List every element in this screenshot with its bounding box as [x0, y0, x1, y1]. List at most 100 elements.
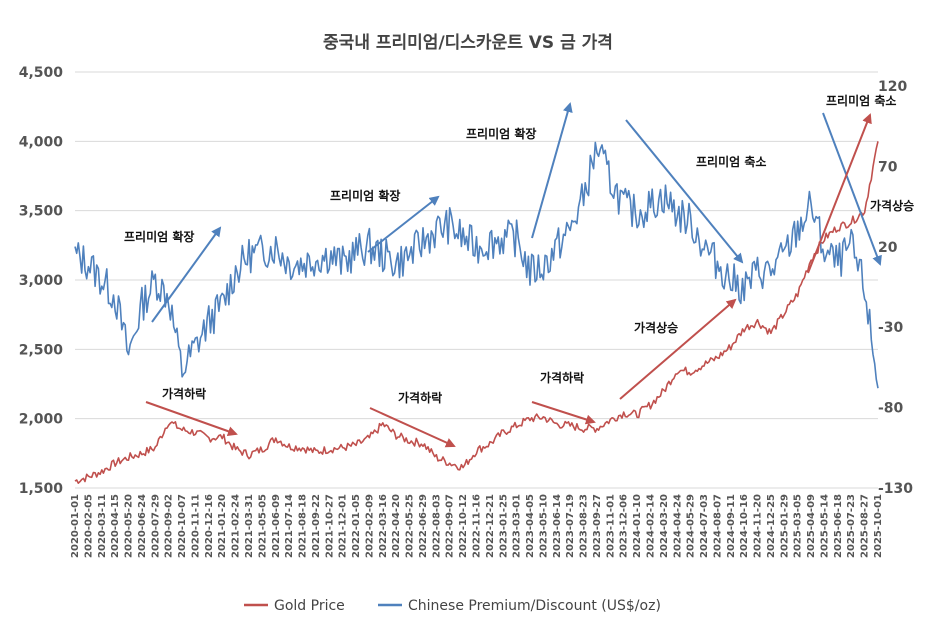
- legend: Gold Price Chinese Premium/Discount (US$…: [244, 598, 661, 614]
- x-tick-label: 2023-03-01: [512, 494, 523, 558]
- x-tick-label: 2020-03-11: [97, 494, 108, 558]
- premium-trend-arrow: [531, 102, 573, 239]
- annotation-label: 프리미엄 축소: [696, 154, 766, 169]
- x-tick-label: 2022-01-05: [351, 494, 362, 558]
- x-tick-label: 2024-05-29: [686, 494, 697, 558]
- premium-discount-line: [74, 141, 879, 389]
- x-tick-label: 2025-07-23: [846, 494, 857, 558]
- x-tick-label: 2020-12-16: [204, 494, 215, 558]
- x-tick-label: 2024-10-16: [739, 494, 750, 558]
- left-tick-label: 2,000: [19, 412, 64, 428]
- x-tick-label: 2024-12-25: [766, 494, 777, 558]
- x-tick-label: 2020-01-01: [70, 494, 81, 558]
- x-tick-label: 2022-03-16: [378, 494, 389, 558]
- x-tick-label: 2024-01-10: [632, 494, 643, 558]
- x-tick-label: 2023-05-10: [538, 494, 549, 558]
- legend-gold-label: Gold Price: [274, 598, 345, 614]
- x-tick-label: 2021-08-18: [298, 494, 309, 558]
- x-tick-label: 2021-05-05: [257, 494, 268, 558]
- x-tick-label: 2022-10-12: [458, 494, 469, 558]
- x-tick-label: 2023-08-23: [579, 494, 590, 558]
- x-tick-label: 2020-07-29: [150, 494, 161, 558]
- x-tick-label: 2023-12-06: [619, 494, 630, 558]
- chart-title: 중국내 프리미엄/디스카운트 VS 금 가격: [323, 33, 613, 53]
- x-tick-label: 2024-08-07: [712, 494, 723, 558]
- premium-trend-arrow: [151, 226, 222, 323]
- x-tick-label: 2021-10-27: [324, 494, 335, 558]
- legend-premium-label: Chinese Premium/Discount (US$/oz): [408, 598, 661, 614]
- gold-price-line: [74, 141, 879, 485]
- left-tick-label: 1,500: [19, 481, 64, 497]
- annotation-label: 프리미엄 축소: [826, 93, 896, 108]
- price-trend-arrow: [807, 113, 872, 274]
- price-trend-arrow: [369, 407, 456, 448]
- right-axis-ticks: 120 70 20 -30 -80 -130: [878, 79, 913, 497]
- annotation-arrows: [145, 102, 882, 448]
- right-tick-label: 70: [878, 159, 898, 175]
- right-tick-label: 120: [878, 79, 907, 95]
- left-tick-label: 4,500: [19, 65, 64, 81]
- premium-trend-arrow: [625, 119, 744, 264]
- right-tick-label: -30: [878, 320, 904, 336]
- right-tick-label: -130: [878, 481, 913, 497]
- x-tick-label: 2021-06-09: [271, 494, 282, 558]
- x-tick-label: 2023-07-19: [565, 494, 576, 558]
- gridlines: [75, 71, 878, 489]
- x-tick-label: 2020-02-05: [83, 494, 94, 558]
- x-tick-label: 2022-05-25: [405, 494, 416, 558]
- annotation-label: 가격상승: [634, 320, 678, 335]
- x-tick-label: 2020-09-02: [164, 494, 175, 558]
- x-tick-label: 2024-07-03: [699, 494, 710, 558]
- annotation-label: 가격하락: [162, 386, 206, 401]
- x-tick-label: 2021-12-01: [338, 494, 349, 558]
- x-tick-label: 2024-04-24: [672, 494, 683, 558]
- x-tick-label: 2024-03-20: [659, 494, 670, 558]
- series-lines: [74, 141, 879, 485]
- x-tick-label: 2020-05-20: [124, 494, 135, 558]
- x-tick-label: 2020-06-24: [137, 494, 148, 558]
- x-tick-label: 2021-09-22: [311, 494, 322, 558]
- x-tick-label: 2024-11-20: [753, 494, 764, 558]
- x-tick-label: 2025-04-09: [806, 494, 817, 558]
- x-tick-label: 2025-03-05: [793, 494, 804, 558]
- x-tick-label: 2022-06-29: [418, 494, 429, 558]
- left-tick-label: 4,000: [19, 134, 64, 150]
- annotation-label: 프리미엄 확장: [124, 229, 194, 244]
- x-tick-label: 2023-04-05: [525, 494, 536, 558]
- x-tick-label: 2023-09-27: [592, 494, 603, 558]
- x-tick-label: 2022-04-20: [391, 494, 402, 558]
- x-tick-label: 2025-05-14: [819, 494, 830, 558]
- annotation-label: 가격하락: [540, 370, 584, 385]
- x-axis-ticks: 2020-01-01 2020-02-05 2020-03-11 2020-04-15…: [70, 494, 884, 558]
- x-tick-label: 2023-06-14: [552, 494, 563, 558]
- annotation-label: 가격하락: [398, 390, 442, 405]
- x-tick-label: 2021-03-31: [244, 494, 255, 558]
- x-tick-label: 2020-04-15: [110, 494, 121, 558]
- left-tick-label: 3,500: [19, 204, 64, 220]
- x-tick-label: 2022-12-21: [485, 494, 496, 558]
- annotation-label: 프리미엄 확장: [330, 188, 400, 203]
- left-tick-label: 2,500: [19, 342, 64, 358]
- premium-trend-arrow: [822, 112, 882, 266]
- premium-trend-arrow: [367, 195, 440, 253]
- x-tick-label: 2021-01-20: [217, 494, 228, 558]
- x-tick-label: 2022-08-03: [431, 494, 442, 558]
- x-tick-label: 2022-09-07: [445, 494, 456, 558]
- x-tick-label: 2025-10-01: [873, 494, 884, 558]
- x-tick-label: 2024-09-11: [726, 494, 737, 558]
- x-tick-label: 2025-08-27: [860, 494, 871, 558]
- x-tick-label: 2023-11-01: [605, 494, 616, 558]
- left-axis-ticks: 4,500 4,000 3,500 3,000 2,500 2,000 1,500: [19, 65, 64, 497]
- x-tick-label: 2020-11-11: [190, 494, 201, 558]
- x-tick-label: 2023-01-25: [498, 494, 509, 558]
- x-tick-label: 2022-02-09: [364, 494, 375, 558]
- annotation-label: 가격상승: [870, 198, 914, 213]
- x-tick-label: 2022-11-16: [472, 494, 483, 558]
- x-tick-label: 2024-02-14: [645, 494, 656, 558]
- left-tick-label: 3,000: [19, 273, 64, 289]
- x-tick-label: 2021-07-14: [284, 494, 295, 558]
- x-tick-label: 2025-06-18: [833, 494, 844, 558]
- price-trend-arrow: [531, 401, 596, 425]
